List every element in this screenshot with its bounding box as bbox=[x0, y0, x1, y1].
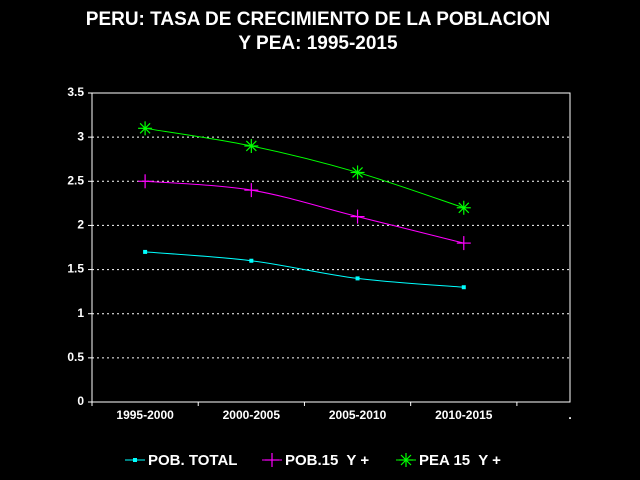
marker bbox=[244, 183, 259, 198]
marker-part bbox=[355, 276, 360, 281]
x-tick-label: 1995-2000 bbox=[116, 408, 174, 422]
series-line bbox=[145, 127, 464, 209]
marker bbox=[133, 458, 137, 462]
marker bbox=[265, 453, 279, 467]
chart-title: PERU: TASA DE CRECIMIENTO DE LA POBLACIO… bbox=[86, 9, 550, 30]
marker-part bbox=[139, 122, 151, 134]
marker bbox=[138, 121, 153, 136]
x-tick-label: 2010-2015 bbox=[435, 408, 493, 422]
marker bbox=[350, 165, 365, 180]
marker-part bbox=[458, 202, 470, 214]
y-tick-label: 2.5 bbox=[67, 173, 84, 187]
x-tick-label: 2005-2010 bbox=[329, 408, 387, 422]
marker bbox=[249, 258, 254, 263]
marker bbox=[355, 276, 360, 281]
marker bbox=[456, 200, 471, 215]
y-tick-label: 3 bbox=[77, 129, 84, 143]
legend-label: POB. TOTAL bbox=[148, 452, 237, 469]
y-tick-label: 2 bbox=[77, 218, 84, 232]
legend-label: POB.15 Y + bbox=[285, 452, 369, 469]
y-tick-label: 3.5 bbox=[67, 85, 84, 99]
y-tick-label: 1.5 bbox=[67, 262, 84, 276]
legend-label: PEA 15 Y + bbox=[419, 452, 501, 469]
marker-part bbox=[461, 285, 466, 290]
marker-part bbox=[143, 249, 148, 254]
chart-title: Y PEA: 1995-2015 bbox=[238, 33, 398, 54]
marker bbox=[143, 249, 148, 254]
plot-frame bbox=[91, 92, 571, 403]
marker bbox=[244, 138, 259, 153]
marker-part bbox=[133, 458, 137, 462]
series-line bbox=[145, 251, 464, 288]
marker bbox=[138, 174, 153, 189]
x-tick-label: 2000-2005 bbox=[223, 408, 281, 422]
marker-part bbox=[245, 140, 257, 152]
marker bbox=[399, 453, 413, 467]
y-tick-label: 0.5 bbox=[67, 350, 84, 364]
y-tick-label: 1 bbox=[77, 306, 84, 320]
marker bbox=[461, 285, 466, 290]
marker-part bbox=[352, 167, 363, 178]
y-tick-label: 0 bbox=[77, 394, 84, 408]
marker-part bbox=[400, 454, 412, 466]
marker bbox=[350, 209, 365, 224]
x-tick-label: . bbox=[568, 408, 571, 422]
marker-part bbox=[249, 258, 254, 263]
marker bbox=[456, 236, 471, 251]
series-line bbox=[145, 180, 464, 244]
